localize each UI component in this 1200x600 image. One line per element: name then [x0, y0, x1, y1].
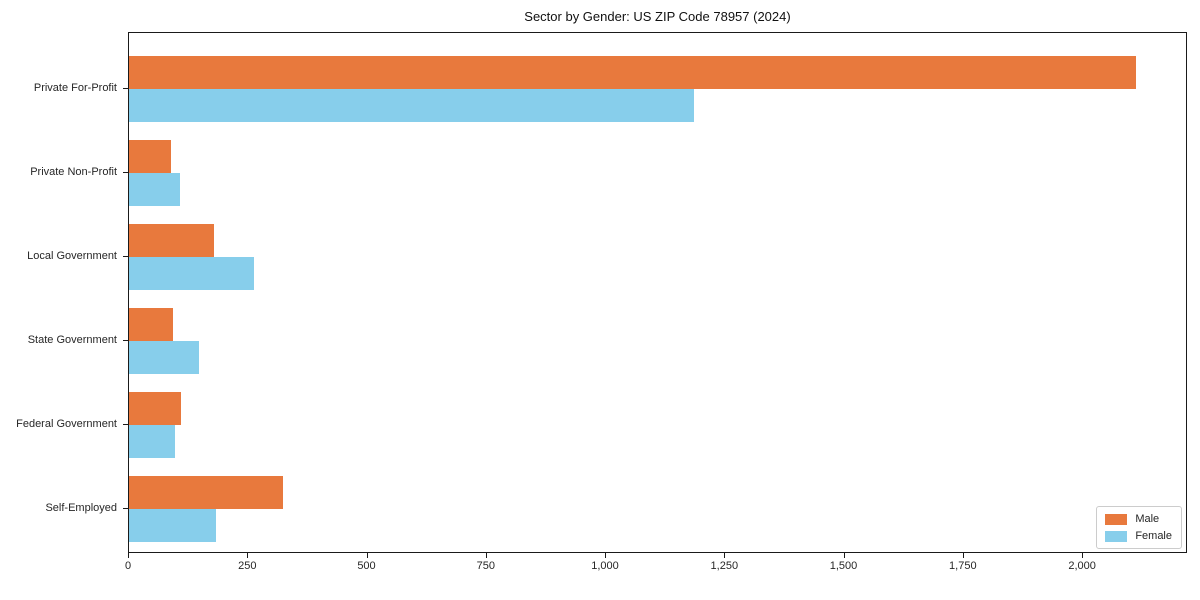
bar-male-2 — [129, 140, 171, 173]
bar-male-4 — [129, 308, 173, 341]
y-axis-category-label: Local Government — [27, 250, 117, 262]
y-axis-category-label: Private For-Profit — [33, 82, 117, 94]
x-axis-tick-mark — [366, 553, 368, 558]
y-axis-tick-mark — [123, 508, 128, 509]
bar-female-1 — [129, 89, 695, 122]
chart-title: Sector by Gender: US ZIP Code 78957 (202… — [524, 9, 791, 24]
x-axis-tick-mark — [605, 553, 606, 558]
x-axis-tick-mark — [962, 553, 964, 558]
plot-area: Male Female — [128, 32, 1187, 553]
y-axis-category-label: State Government — [27, 334, 117, 346]
x-axis-tick-mark — [1082, 553, 1084, 558]
x-axis-tick-label: 1,000 — [591, 560, 619, 572]
bar-male-1 — [129, 56, 1136, 89]
legend-label-male: Male — [1135, 513, 1160, 525]
x-axis-tick-label: 0 — [124, 560, 132, 572]
bar-female-6 — [129, 509, 216, 542]
y-axis-tick-mark — [123, 88, 128, 89]
bar-male-6 — [129, 476, 283, 509]
y-axis-category-label: Private Non-Profit — [30, 166, 117, 178]
y-axis-category-label: Federal Government — [16, 418, 117, 430]
legend-label-female: Female — [1135, 530, 1172, 542]
male-series-swatch — [1105, 513, 1128, 525]
x-axis-tick-label: 250 — [238, 560, 257, 572]
bar-female-2 — [129, 173, 180, 206]
x-axis-tick-mark — [724, 553, 726, 558]
x-axis-tick-label: 1,250 — [710, 560, 739, 572]
y-axis-tick-mark — [123, 424, 128, 425]
female-series-swatch — [1105, 530, 1128, 542]
y-axis-category-label: Self-Employed — [45, 502, 117, 514]
legend: Male Female — [1096, 506, 1182, 549]
x-axis-tick-label: 1,750 — [949, 560, 977, 572]
x-axis-tick-mark — [247, 553, 249, 558]
y-axis-tick-mark — [123, 340, 128, 341]
bar-female-3 — [129, 257, 254, 290]
x-axis-tick-label: 2,000 — [1068, 560, 1096, 572]
y-axis-tick-mark — [123, 256, 128, 257]
bar-female-4 — [129, 341, 199, 374]
legend-entry-male: Male — [1105, 513, 1172, 525]
x-axis-tick-label: 500 — [357, 560, 376, 572]
x-axis-tick-mark — [843, 553, 845, 558]
bar-male-3 — [129, 224, 214, 257]
x-axis-tick-mark — [128, 553, 129, 558]
x-axis-tick-label: 1,500 — [829, 560, 858, 572]
bar-female-5 — [129, 425, 175, 458]
x-axis-tick-label: 750 — [476, 560, 495, 572]
bar-male-5 — [129, 392, 181, 425]
y-axis-tick-mark — [123, 172, 128, 173]
legend-entry-female: Female — [1105, 530, 1172, 542]
x-axis-tick-mark — [485, 553, 487, 558]
